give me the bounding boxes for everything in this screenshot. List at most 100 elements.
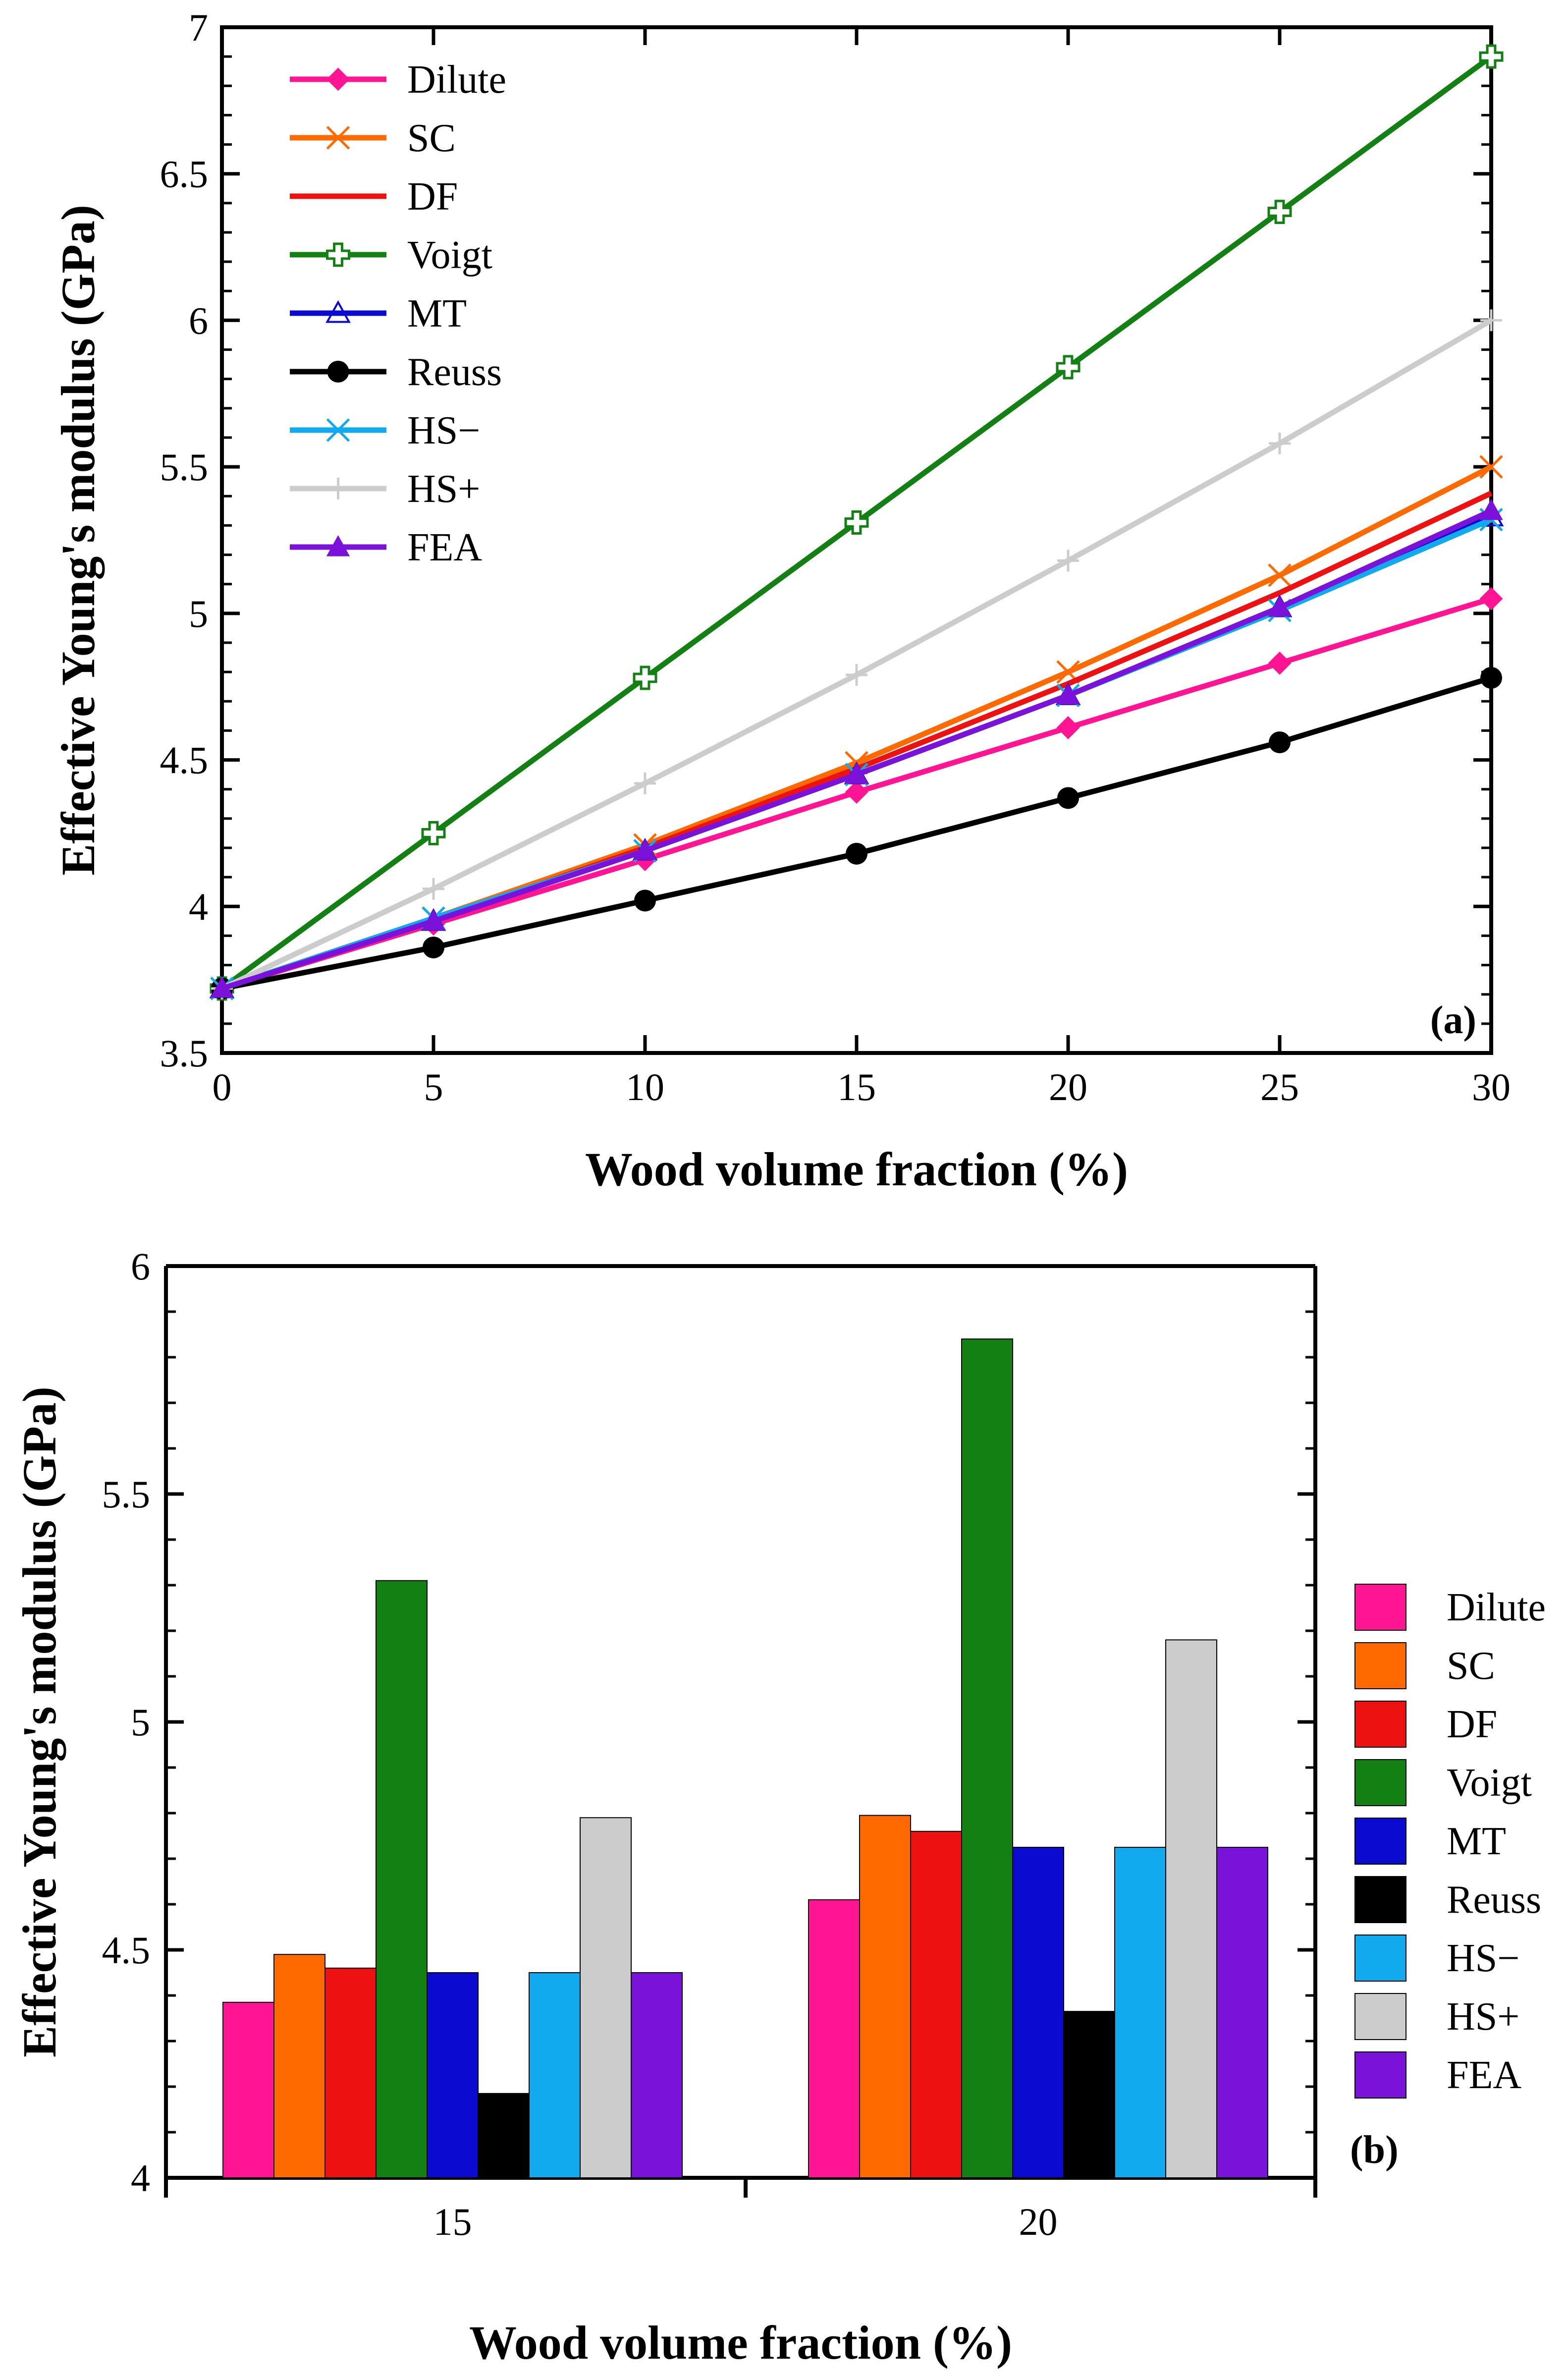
x-category-label: 20 xyxy=(1019,2200,1058,2243)
bar-hs-plus-15 xyxy=(580,1817,632,2178)
legend-label-mt: MT xyxy=(1447,1820,1506,1863)
bar-dilute-15 xyxy=(222,2001,274,2179)
x-tick-label: 15 xyxy=(837,1065,876,1108)
x-axis-title-b: Wood volume fraction (%) xyxy=(469,2316,1012,2369)
y-tick-label: 7 xyxy=(189,6,208,49)
legend-a: Dilute SC DF Voigt MT Reuss HS− HS+ FEA xyxy=(290,58,506,569)
data-point-voigt xyxy=(1479,44,1504,69)
data-point-reuss xyxy=(1269,731,1291,754)
bar-dilute-20 xyxy=(808,1899,860,2179)
data-point-fea xyxy=(1056,683,1080,705)
series-line-hs-minus xyxy=(221,517,1493,992)
x-tick-label: 25 xyxy=(1260,1065,1299,1108)
y-axis-title-b: Effective Young's modulus (GPa) xyxy=(13,1386,66,2057)
bar-fea-20 xyxy=(1216,1847,1268,2178)
panel-a-line-chart: 3.5 4 4.5 5 5.5 6 6.5 7 0 5 10 15 20 25 30 Wood volume … xyxy=(52,6,1511,1196)
data-point-fea xyxy=(633,838,657,860)
data-point-voigt xyxy=(1267,200,1292,224)
y-tick-label: 4 xyxy=(131,2157,150,2200)
legend-marker-hs-plus xyxy=(327,478,349,499)
data-point-voigt xyxy=(633,665,657,690)
y-tick-label: 4 xyxy=(189,885,208,928)
bar-voigt-20 xyxy=(961,1338,1013,2178)
data-point-hs-plus xyxy=(423,878,444,900)
legend-label-hs-minus: HS− xyxy=(1447,1936,1519,1980)
bar-hs-plus-20 xyxy=(1165,1639,1217,2178)
legend-label-reuss: Reuss xyxy=(1447,1878,1541,1922)
legend-swatch-hs-minus xyxy=(1354,1935,1406,1982)
series-line-reuss xyxy=(221,675,1492,992)
legend-marker-voigt xyxy=(326,242,350,267)
data-point-reuss xyxy=(1480,666,1502,689)
legend-label-sc: SC xyxy=(407,116,456,160)
bar-hs-minus-15 xyxy=(529,1972,581,2178)
legend-marker-reuss xyxy=(327,361,349,383)
legend-swatch-mt xyxy=(1354,1818,1406,1865)
legend-label-dilute: Dilute xyxy=(407,58,506,102)
x-category-label: 15 xyxy=(433,2200,472,2243)
legend-label-reuss: Reuss xyxy=(407,350,502,394)
bar-df-15 xyxy=(324,1967,377,2179)
data-point-hs-plus xyxy=(846,664,867,686)
x-tick-label: 30 xyxy=(1472,1065,1511,1108)
legend-swatch-voigt xyxy=(1354,1759,1406,1806)
y-tick-label: 6.5 xyxy=(160,153,209,196)
data-point-dilute xyxy=(1479,587,1503,610)
bar-group-15 xyxy=(222,1580,683,2179)
legend-label-hs-plus: HS+ xyxy=(1447,1995,1519,2039)
bar-hs-minus-20 xyxy=(1114,1847,1166,2178)
y-axis-title: Effective Young's modulus (GPa) xyxy=(52,205,105,876)
data-point-dilute xyxy=(1268,651,1292,675)
bar-mt-20 xyxy=(1012,1847,1064,2178)
y-tick-label: 4.5 xyxy=(102,1929,151,1972)
y-tick-label: 5 xyxy=(189,592,208,635)
y-tick-label: 4.5 xyxy=(160,739,209,782)
y-tick-label: 6 xyxy=(189,299,208,342)
x-tick-label: 10 xyxy=(626,1065,664,1108)
bar-sc-20 xyxy=(859,1815,911,2179)
y-tick-label: 6 xyxy=(131,1245,150,1288)
legend-swatch-sc xyxy=(1354,1642,1406,1689)
legend-swatch-reuss xyxy=(1354,1876,1406,1923)
legend-label-fea: FEA xyxy=(1447,2053,1521,2097)
legend-label-voigt: Voigt xyxy=(1447,1761,1532,1805)
panel-label-a: (a) xyxy=(1430,998,1476,1042)
data-point-fea xyxy=(210,976,234,998)
legend-swatch-fea xyxy=(1354,2051,1406,2099)
legend-marker-mt xyxy=(325,300,351,323)
legend-marker-sc xyxy=(326,126,350,150)
legend-label-df: DF xyxy=(407,175,458,219)
data-point-fea xyxy=(1268,595,1292,617)
legend-label-fea: FEA xyxy=(407,526,482,569)
data-point-voigt xyxy=(421,821,446,845)
x-tick-label: 0 xyxy=(213,1065,232,1108)
series-fea xyxy=(210,498,1503,998)
data-point-fea xyxy=(1479,498,1503,520)
x-tick-label: 20 xyxy=(1049,1065,1087,1108)
bar-reuss-15 xyxy=(478,2093,530,2178)
series-hs-plus xyxy=(211,309,1502,999)
legend-swatch-df xyxy=(1354,1701,1406,1748)
series-dilute xyxy=(210,587,1503,1000)
data-point-reuss xyxy=(846,842,867,865)
bar-reuss-20 xyxy=(1063,2011,1115,2178)
bar-voigt-15 xyxy=(376,1580,428,2178)
legend-swatch-dilute xyxy=(1354,1584,1406,1631)
y-tick-label: 3.5 xyxy=(160,1032,209,1075)
legend-swatch-hs-plus xyxy=(1354,1993,1406,2040)
data-point-hs-plus xyxy=(1057,550,1079,572)
legend-marker-hs-minus xyxy=(326,418,350,442)
y-tick-label: 5.5 xyxy=(102,1473,151,1516)
data-point-sc xyxy=(1479,455,1503,479)
legend-label-voigt: Voigt xyxy=(407,233,492,277)
data-point-hs-plus xyxy=(1480,309,1502,332)
data-point-sc xyxy=(1268,563,1292,587)
legend-b: Dilute SC DF Voigt MT Reuss HS− HS+ FEA xyxy=(1354,1584,1546,2099)
series-sc xyxy=(210,455,1503,1000)
bar-df-20 xyxy=(910,1830,962,2179)
data-point-dilute xyxy=(845,780,868,804)
data-point-voigt xyxy=(1056,355,1081,380)
y-tick-label: 5 xyxy=(131,1701,150,1744)
panel-label-b: (b) xyxy=(1350,2128,1399,2172)
